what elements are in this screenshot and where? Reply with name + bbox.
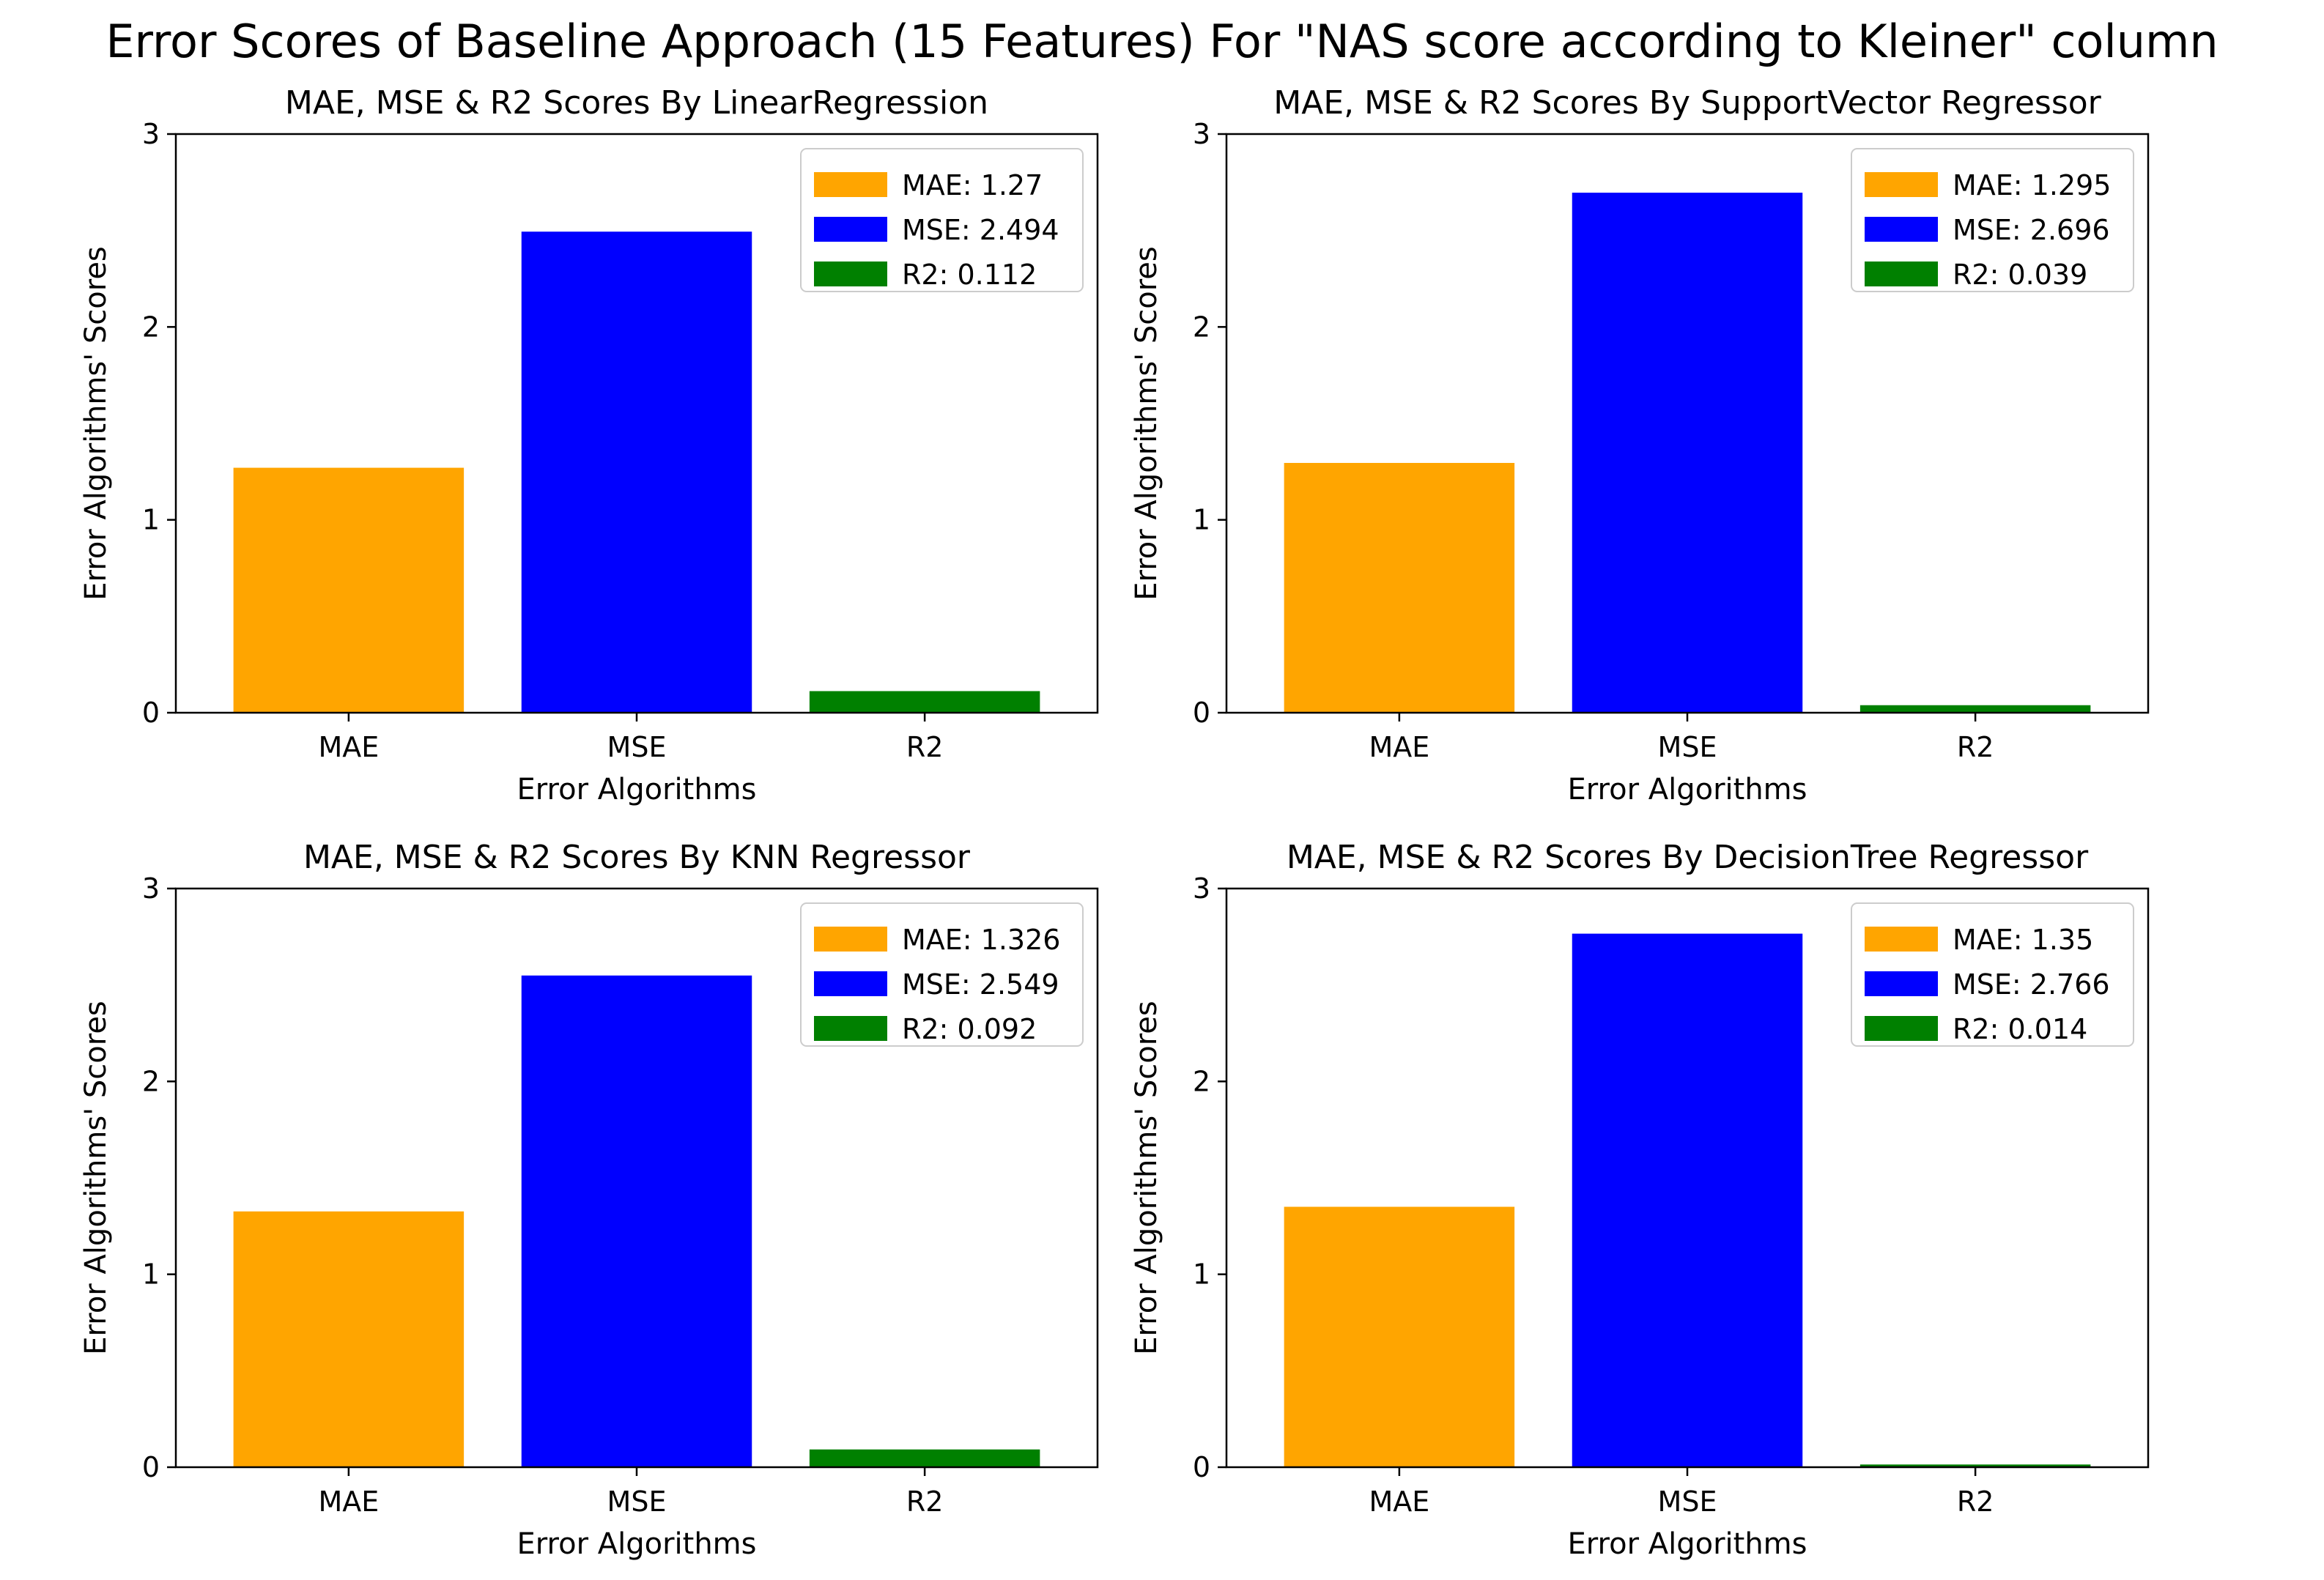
y-tick-label: 0 (142, 697, 160, 729)
subplot-1: 0 1 2 3 MAE MSE R2 MAE, MSE & R2 Scores By Line… (79, 84, 1099, 806)
y-axis-label: Error Algorithms' Scores (1130, 1001, 1163, 1355)
bar-mae (233, 467, 465, 713)
bar-mae (233, 1211, 465, 1467)
bar-r2 (809, 1449, 1040, 1467)
subplots: 0 1 2 3 MAE MSE R2 MAE, MSE & R2 Scores By Line… (79, 84, 2150, 1561)
legend-label-mse: MSE: 2.549 (902, 968, 1059, 1001)
y-axis-label: Error Algorithms' Scores (79, 1001, 113, 1355)
bar-mse (521, 975, 752, 1467)
y-tick-label: 3 (142, 118, 160, 150)
y-tick-label: 2 (142, 311, 160, 343)
y-tick-label: 1 (142, 1258, 160, 1291)
bar-mae (1284, 1206, 1515, 1467)
y-tick-label: 2 (1193, 1065, 1210, 1097)
bar-r2 (1859, 705, 2091, 713)
y-axis-label: Error Algorithms' Scores (1130, 246, 1163, 601)
x-tick-label: MAE (1369, 731, 1429, 763)
subplot-4: 0 1 2 3 MAE MSE R2 MAE, MSE & R2 Scores By Deci… (1130, 839, 2150, 1561)
subplot-3: 0 1 2 3 MAE MSE R2 MAE, MSE & R2 Scores By KNN … (79, 839, 1099, 1561)
bar-mse (1572, 193, 1803, 713)
y-tick-label: 0 (1193, 1451, 1210, 1483)
y-axis-label: Error Algorithms' Scores (79, 246, 113, 601)
legend-label-r2: R2: 0.039 (1953, 259, 2087, 291)
x-axis-label: Error Algorithms (517, 1527, 757, 1561)
legend-swatch-mae (814, 927, 887, 952)
x-tick-label: MAE (318, 731, 379, 763)
x-tick-label: MSE (607, 731, 667, 763)
y-tick-label: 2 (142, 1065, 160, 1097)
legend-label-mae: MAE: 1.326 (902, 924, 1060, 956)
legend: MAE: 1.295 MSE: 2.696 R2: 0.039 (1851, 148, 2134, 292)
x-tick-label: MAE (1369, 1486, 1429, 1518)
y-tick-label: 2 (1193, 311, 1210, 343)
legend-swatch-r2 (814, 1016, 887, 1041)
subplot-title: MAE, MSE & R2 Scores By KNN Regressor (303, 839, 971, 876)
x-tick-label: R2 (1957, 731, 1994, 763)
legend: MAE: 1.35 MSE: 2.766 R2: 0.014 (1851, 902, 2134, 1047)
y-tick-label: 3 (1193, 118, 1210, 150)
x-axis-label: Error Algorithms (517, 773, 757, 806)
subplot-title: MAE, MSE & R2 Scores By LinearRegression (285, 84, 988, 122)
legend-label-r2: R2: 0.014 (1953, 1013, 2087, 1045)
x-tick-label: R2 (906, 731, 944, 763)
bar-r2 (809, 691, 1040, 713)
x-tick-label: MAE (318, 1486, 379, 1518)
y-tick-label: 3 (142, 872, 160, 905)
y-tick-label: 3 (1193, 872, 1210, 905)
subplot-title: MAE, MSE & R2 Scores By DecisionTree Reg… (1287, 839, 2089, 876)
bar-mae (1284, 462, 1515, 713)
x-tick-label: R2 (1957, 1486, 1994, 1518)
legend-swatch-mae (814, 172, 887, 197)
legend: MAE: 1.326 MSE: 2.549 R2: 0.092 (800, 902, 1084, 1047)
legend-swatch-mae (1865, 927, 1938, 952)
y-tick-label: 1 (1193, 1258, 1210, 1291)
legend-label-r2: R2: 0.092 (902, 1013, 1037, 1045)
y-tick-label: 1 (1193, 504, 1210, 536)
x-tick-label: MSE (1658, 1486, 1717, 1518)
legend-label-mae: MAE: 1.295 (1953, 169, 2111, 201)
legend-label-mse: MSE: 2.696 (1953, 214, 2110, 246)
x-axis-label: Error Algorithms (1568, 1527, 1807, 1561)
legend-swatch-r2 (1865, 262, 1938, 286)
legend: MAE: 1.27 MSE: 2.494 R2: 0.112 (800, 148, 1084, 292)
legend-label-mae: MAE: 1.35 (1953, 924, 2093, 956)
x-tick-label: MSE (607, 1486, 667, 1518)
legend-swatch-mse (814, 217, 887, 242)
legend-swatch-mse (1865, 971, 1938, 996)
bar-mse (1572, 933, 1803, 1467)
legend-label-mae: MAE: 1.27 (902, 169, 1043, 201)
y-tick-label: 0 (142, 1451, 160, 1483)
legend-swatch-mae (1865, 172, 1938, 197)
x-tick-label: MSE (1658, 731, 1717, 763)
bar-mse (521, 231, 752, 713)
x-tick-label: R2 (906, 1486, 944, 1518)
subplot-2: 0 1 2 3 MAE MSE R2 MAE, MSE & R2 Scores By Supp… (1130, 84, 2150, 806)
x-axis-label: Error Algorithms (1568, 773, 1807, 806)
subplot-title: MAE, MSE & R2 Scores By SupportVector Re… (1273, 84, 2101, 122)
legend-swatch-mse (814, 971, 887, 996)
legend-swatch-r2 (1865, 1016, 1938, 1041)
bar-r2 (1859, 1464, 2091, 1467)
legend-label-mse: MSE: 2.766 (1953, 968, 2110, 1001)
y-tick-label: 1 (142, 504, 160, 536)
y-tick-label: 0 (1193, 697, 1210, 729)
figure-suptitle: Error Scores of Baseline Approach (15 Fe… (106, 15, 2218, 68)
legend-swatch-r2 (814, 262, 887, 286)
legend-label-mse: MSE: 2.494 (902, 214, 1059, 246)
legend-label-r2: R2: 0.112 (902, 259, 1037, 291)
legend-swatch-mse (1865, 217, 1938, 242)
